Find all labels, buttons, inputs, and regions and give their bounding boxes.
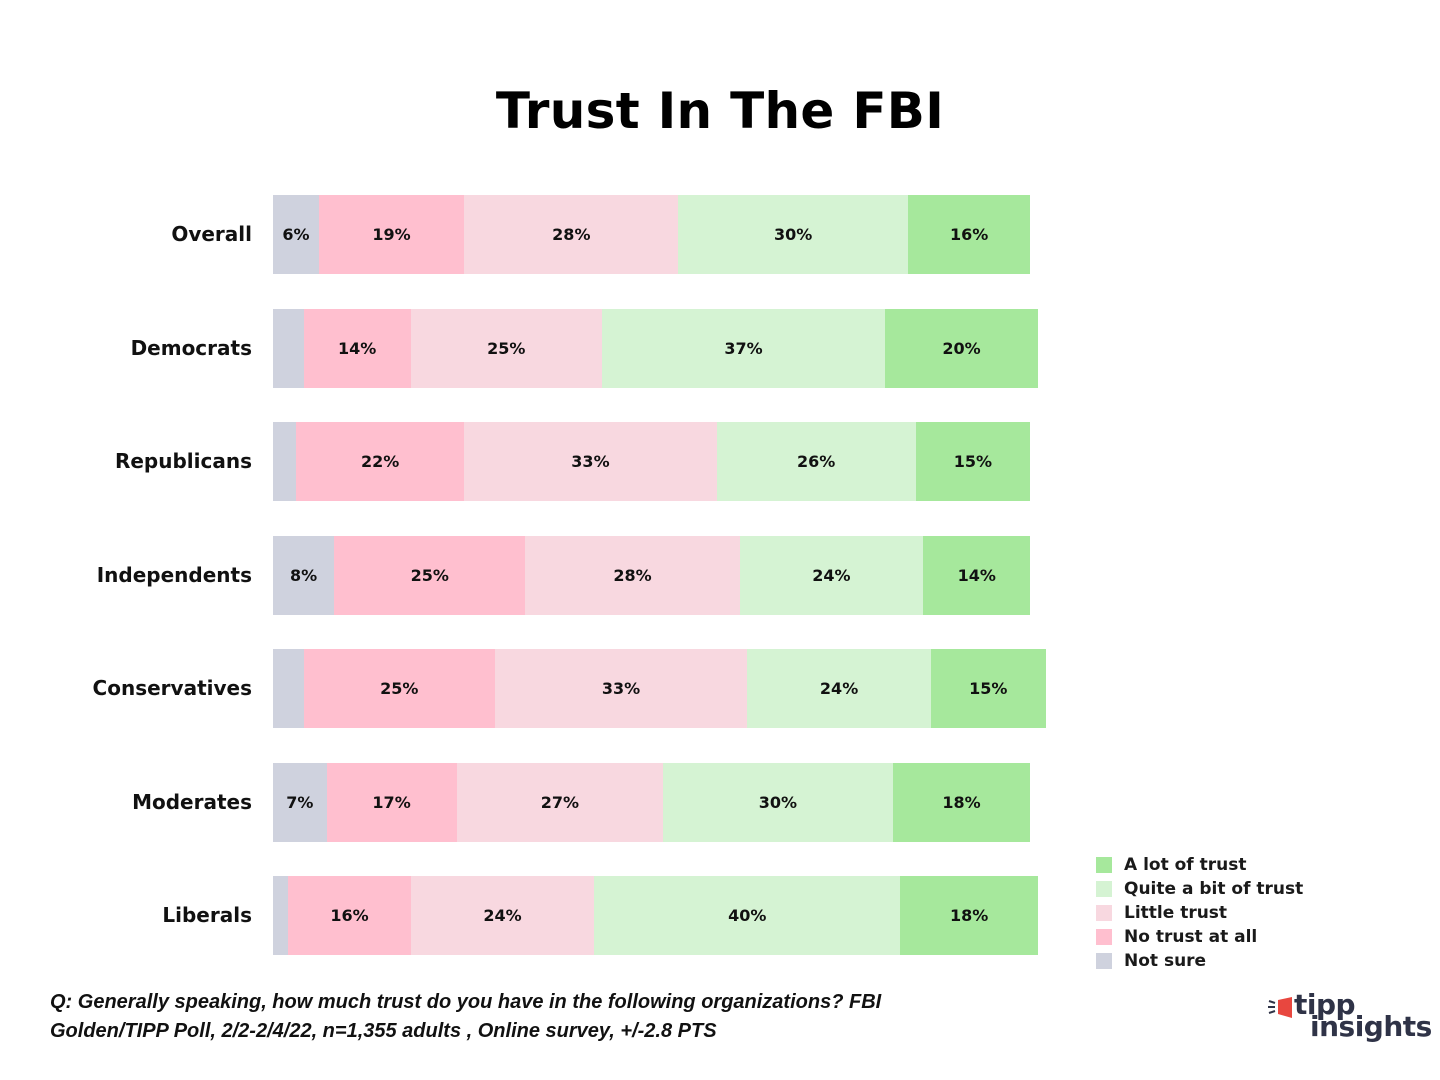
row-label-democrats: Democrats xyxy=(130,336,252,360)
row-label-moderates: Moderates xyxy=(132,790,252,814)
segment-a-lot-of-trust: 18% xyxy=(900,876,1038,955)
segment-no-trust-at-all: 16% xyxy=(288,876,411,955)
segment-little-trust: 28% xyxy=(464,195,679,274)
legend-swatch-icon xyxy=(1096,857,1112,873)
logo-word-insights: insights xyxy=(1310,1010,1432,1043)
footnote-question: Q: Generally speaking, how much trust do… xyxy=(50,991,882,1013)
legend-label: Little trust xyxy=(1124,903,1228,923)
bar-independents: 8% 25% 28% 24% 14% xyxy=(273,536,1031,615)
segment-little-trust: 24% xyxy=(410,876,595,955)
row-label-conservatives: Conservatives xyxy=(92,676,252,700)
segment-a-lot-of-trust: 20% xyxy=(884,309,1038,388)
bar-liberals: 16% 24% 40% 18% xyxy=(273,876,1038,955)
bar-moderates: 7% 17% 27% 30% 18% xyxy=(273,763,1031,842)
legend-swatch-icon xyxy=(1096,905,1112,921)
bar-republicans: 22% 33% 26% 15% xyxy=(273,422,1031,501)
segment-little-trust: 27% xyxy=(456,763,664,842)
segment-not-sure xyxy=(273,876,289,955)
segment-quite-a-bit-of-trust: 30% xyxy=(678,195,908,274)
segment-a-lot-of-trust: 18% xyxy=(892,763,1031,842)
footnote-source: Golden/TIPP Poll, 2/2-2/4/22, n=1,355 ad… xyxy=(50,1020,717,1042)
chart-title: Trust In The FBI xyxy=(495,82,945,140)
legend-item: Little trust xyxy=(1096,901,1303,925)
segment-a-lot-of-trust: 15% xyxy=(930,649,1046,728)
segment-no-trust-at-all: 14% xyxy=(303,309,411,388)
legend-swatch-icon xyxy=(1096,929,1112,945)
legend-item: A lot of trust xyxy=(1096,853,1303,877)
row-label-liberals: Liberals xyxy=(162,903,252,927)
segment-no-trust-at-all: 25% xyxy=(334,536,526,615)
tipp-insights-logo: tipp insights xyxy=(1268,988,1432,1046)
logo-word-tipp: tipp xyxy=(1294,988,1356,1021)
segment-not-sure xyxy=(273,422,296,501)
chart-legend: A lot of trust Quite a bit of trust Little… xyxy=(1096,853,1303,973)
segment-quite-a-bit-of-trust: 37% xyxy=(601,309,885,388)
segment-quite-a-bit-of-trust: 30% xyxy=(663,763,893,842)
segment-quite-a-bit-of-trust: 24% xyxy=(747,649,931,728)
row-label-overall: Overall xyxy=(171,222,252,246)
legend-label: Quite a bit of trust xyxy=(1124,879,1304,899)
segment-little-trust: 33% xyxy=(494,649,748,728)
segment-quite-a-bit-of-trust: 24% xyxy=(739,536,924,615)
segment-not-sure: 7% xyxy=(273,763,327,842)
segment-a-lot-of-trust: 15% xyxy=(915,422,1031,501)
segment-not-sure: 8% xyxy=(273,536,335,615)
survey-footnote: Q: Generally speaking, how much trust do… xyxy=(50,988,1050,1046)
segment-not-sure: 6% xyxy=(273,195,319,274)
segment-a-lot-of-trust: 16% xyxy=(907,195,1031,274)
segment-little-trust: 33% xyxy=(464,422,717,501)
bar-conservatives: 25% 33% 24% 15% xyxy=(273,649,1046,728)
segment-not-sure xyxy=(273,649,304,728)
legend-label: Not sure xyxy=(1124,951,1207,971)
segment-little-trust: 28% xyxy=(525,536,740,615)
row-label-republicans: Republicans xyxy=(114,449,252,473)
segment-no-trust-at-all: 25% xyxy=(303,649,495,728)
legend-item: Quite a bit of trust xyxy=(1096,877,1303,901)
legend-swatch-icon xyxy=(1096,953,1112,969)
segment-little-trust: 25% xyxy=(410,309,602,388)
segment-no-trust-at-all: 17% xyxy=(326,763,457,842)
bar-democrats: 14% 25% 37% 20% xyxy=(273,309,1038,388)
segment-quite-a-bit-of-trust: 26% xyxy=(716,422,916,501)
segment-no-trust-at-all: 22% xyxy=(295,422,465,501)
legend-label: A lot of trust xyxy=(1124,855,1247,875)
legend-swatch-icon xyxy=(1096,881,1112,897)
stacked-bar-chart: Overall 6% 19% 28% 30% 16% Democrats 14% 25% 37% 2… xyxy=(92,195,1046,955)
legend-item: No trust at all xyxy=(1096,925,1303,949)
legend-label: No trust at all xyxy=(1124,927,1258,947)
segment-no-trust-at-all: 19% xyxy=(318,195,465,274)
segment-not-sure xyxy=(273,309,304,388)
bar-overall: 6% 19% 28% 30% 16% xyxy=(273,195,1031,274)
row-label-independents: Independents xyxy=(96,563,252,587)
segment-quite-a-bit-of-trust: 40% xyxy=(594,876,901,955)
legend-item: Not sure xyxy=(1096,949,1303,973)
segment-a-lot-of-trust: 14% xyxy=(923,536,1031,615)
megaphone-icon xyxy=(1268,997,1292,1018)
